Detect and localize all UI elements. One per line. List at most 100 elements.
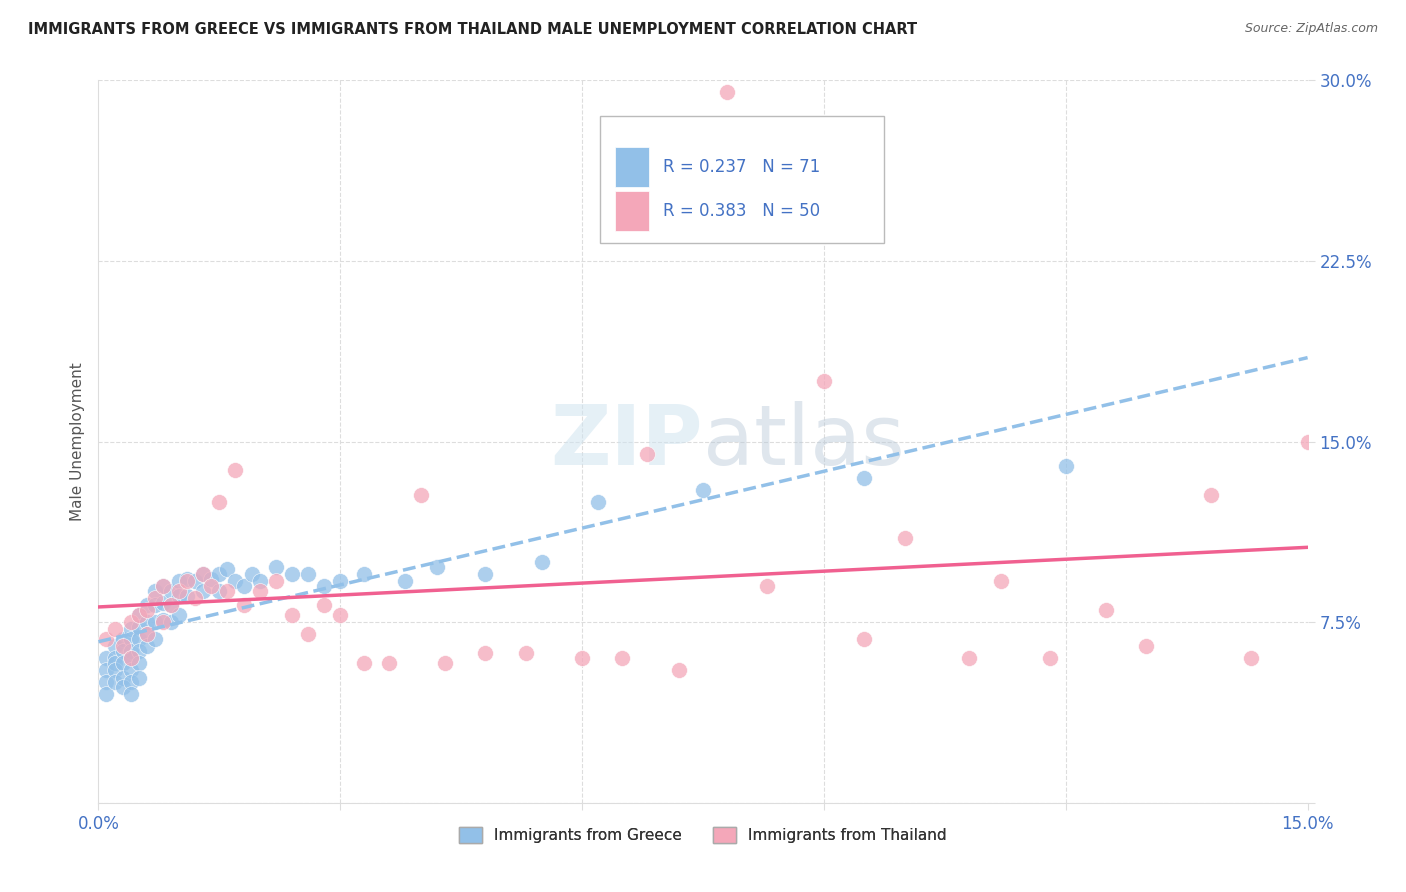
Point	[160, 599, 183, 613]
Point	[120, 644, 142, 658]
Point	[128, 607, 150, 622]
Point	[249, 574, 271, 589]
Point	[143, 615, 166, 630]
Point	[571, 651, 593, 665]
Point	[143, 632, 166, 646]
Point	[515, 647, 537, 661]
Point	[208, 583, 231, 598]
Point	[128, 644, 150, 658]
Point	[281, 607, 304, 622]
Point	[853, 632, 876, 646]
Point	[120, 651, 142, 665]
Point	[120, 651, 142, 665]
Point	[193, 567, 215, 582]
Point	[756, 579, 779, 593]
Point	[176, 572, 198, 586]
Point	[135, 603, 157, 617]
Point	[586, 494, 609, 508]
Point	[96, 675, 118, 690]
Point	[264, 559, 287, 574]
Point	[120, 664, 142, 678]
Point	[152, 596, 174, 610]
Point	[329, 607, 352, 622]
Point	[232, 579, 254, 593]
Point	[716, 85, 738, 99]
Point	[217, 583, 239, 598]
Point	[893, 531, 915, 545]
Point	[1135, 639, 1157, 653]
Legend: Immigrants from Greece, Immigrants from Thailand: Immigrants from Greece, Immigrants from …	[453, 822, 953, 849]
Text: ZIP: ZIP	[551, 401, 703, 482]
Point	[111, 639, 134, 653]
Point	[96, 687, 118, 701]
Point	[224, 463, 246, 477]
Point	[474, 567, 496, 582]
Point	[409, 487, 432, 501]
Point	[111, 680, 134, 694]
Point	[957, 651, 980, 665]
Point	[103, 639, 125, 653]
Point	[217, 562, 239, 576]
Point	[152, 579, 174, 593]
Y-axis label: Male Unemployment: Male Unemployment	[69, 362, 84, 521]
Point	[1240, 651, 1263, 665]
Point	[426, 559, 449, 574]
Point	[668, 664, 690, 678]
Point	[167, 574, 190, 589]
Point	[111, 656, 134, 670]
Point	[128, 620, 150, 634]
Point	[128, 632, 150, 646]
Point	[434, 656, 457, 670]
Point	[96, 664, 118, 678]
Text: atlas: atlas	[703, 401, 904, 482]
Point	[377, 656, 399, 670]
Point	[160, 599, 183, 613]
Point	[160, 615, 183, 630]
Point	[128, 671, 150, 685]
Point	[111, 632, 134, 646]
Point	[990, 574, 1012, 589]
Point	[297, 627, 319, 641]
Point	[176, 589, 198, 603]
Point	[120, 623, 142, 637]
Point	[184, 574, 207, 589]
Point	[193, 567, 215, 582]
Point	[208, 494, 231, 508]
Text: IMMIGRANTS FROM GREECE VS IMMIGRANTS FROM THAILAND MALE UNEMPLOYMENT CORRELATION: IMMIGRANTS FROM GREECE VS IMMIGRANTS FRO…	[28, 22, 917, 37]
Point	[314, 579, 336, 593]
Point	[530, 555, 553, 569]
Point	[224, 574, 246, 589]
Point	[176, 574, 198, 589]
Point	[103, 656, 125, 670]
Point	[1199, 487, 1222, 501]
Point	[135, 599, 157, 613]
Point	[353, 567, 375, 582]
Point	[96, 651, 118, 665]
Point	[167, 589, 190, 603]
Point	[167, 583, 190, 598]
Point	[813, 374, 835, 388]
Point	[853, 470, 876, 484]
Point	[103, 675, 125, 690]
Point	[353, 656, 375, 670]
Point	[474, 647, 496, 661]
Point	[96, 632, 118, 646]
FancyBboxPatch shape	[600, 117, 884, 243]
Text: Source: ZipAtlas.com: Source: ZipAtlas.com	[1244, 22, 1378, 36]
Bar	[614, 192, 648, 231]
Point	[120, 615, 142, 630]
Point	[612, 651, 634, 665]
Point	[143, 599, 166, 613]
Point	[143, 583, 166, 598]
Point	[135, 639, 157, 653]
Point	[1054, 458, 1077, 473]
Point	[160, 583, 183, 598]
Point	[184, 591, 207, 605]
Point	[232, 599, 254, 613]
Point	[329, 574, 352, 589]
Point	[135, 627, 157, 641]
Point	[167, 607, 190, 622]
Text: R = 0.237   N = 71: R = 0.237 N = 71	[664, 158, 820, 176]
Point	[1095, 603, 1118, 617]
Point	[193, 583, 215, 598]
